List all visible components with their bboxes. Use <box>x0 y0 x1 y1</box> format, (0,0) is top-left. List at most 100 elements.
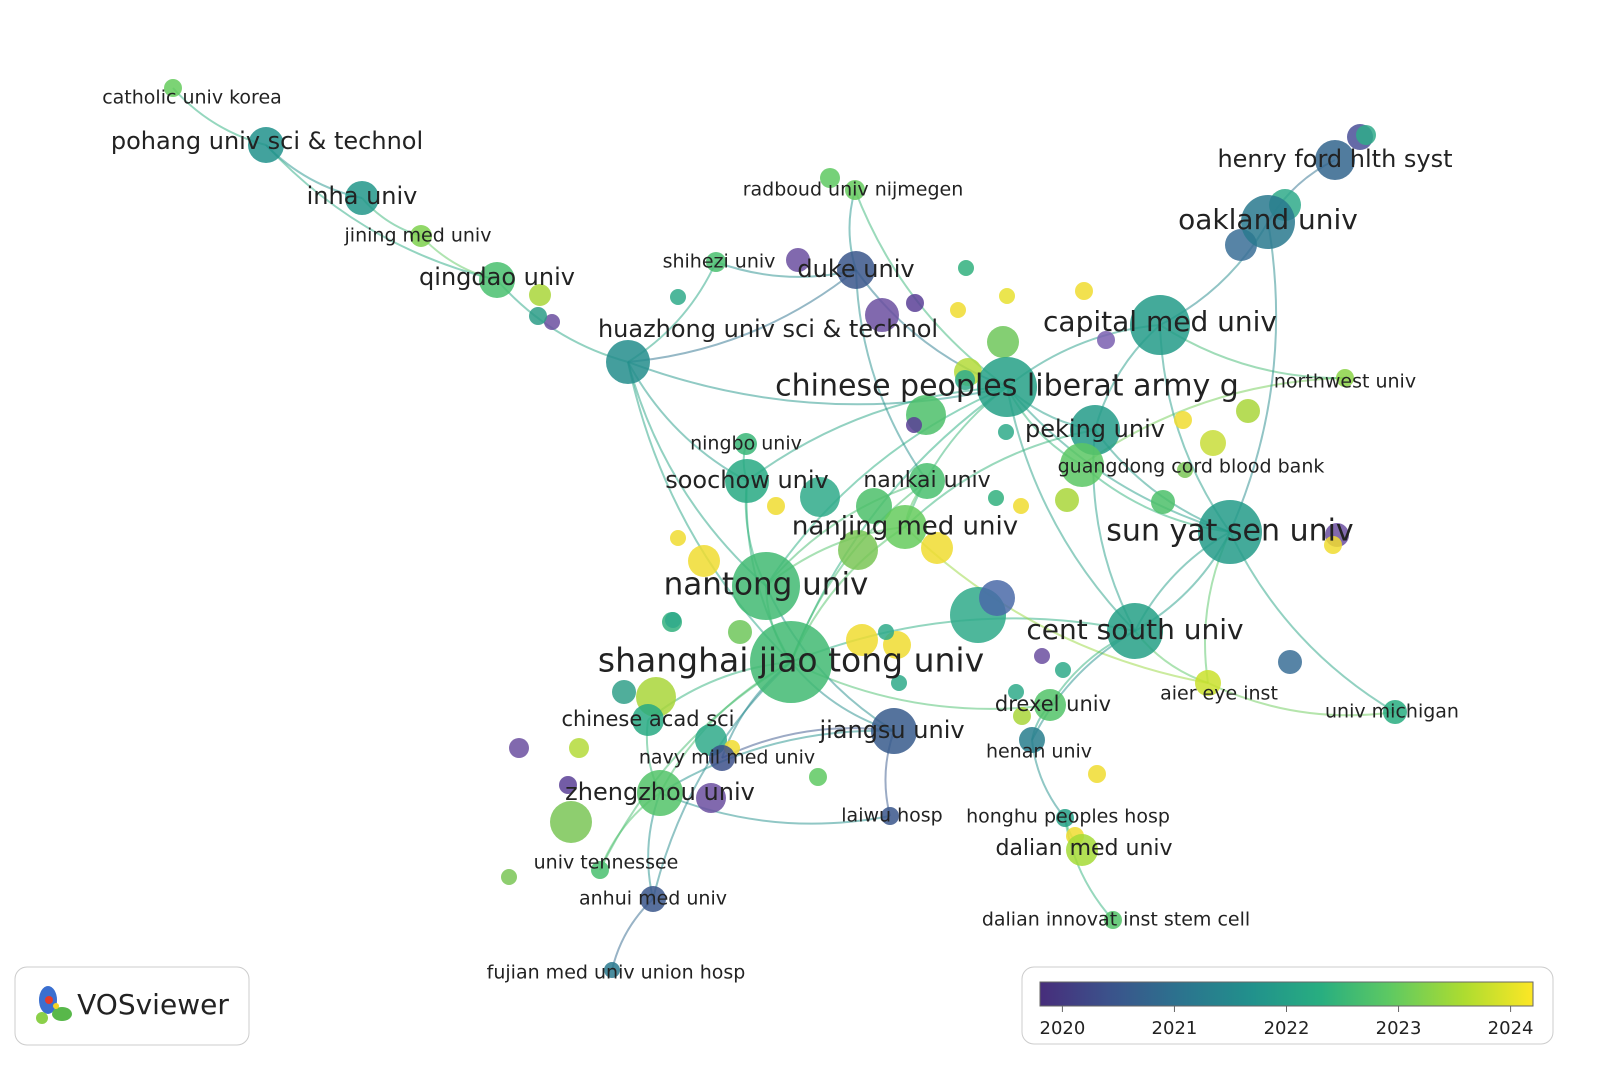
tick-label: 2022 <box>1264 1018 1310 1039</box>
nodes <box>164 79 1407 978</box>
unlabeled-node <box>1075 282 1093 300</box>
unlabeled-node <box>670 289 686 305</box>
node <box>248 127 284 163</box>
logo-text: VOSviewer <box>77 988 229 1021</box>
edge <box>904 429 1096 528</box>
node-label: shanghai jiao tong univ <box>598 641 984 680</box>
tick-label: 2023 <box>1376 1018 1422 1039</box>
node-label: nankai univ <box>863 468 990 493</box>
unlabeled-node <box>838 530 878 570</box>
node-label: catholic univ korea <box>102 87 282 109</box>
unlabeled-node <box>891 675 907 691</box>
node <box>1198 500 1262 564</box>
unlabeled-node <box>688 545 720 577</box>
unlabeled-node <box>529 284 551 306</box>
node <box>977 357 1037 417</box>
edge <box>1064 817 1114 921</box>
edge <box>627 361 748 482</box>
unlabeled-node <box>950 302 966 318</box>
node <box>1034 689 1066 721</box>
unlabeled-node <box>1013 498 1029 514</box>
node <box>591 861 609 879</box>
node <box>640 886 666 912</box>
logo-box <box>14 966 250 1046</box>
edge <box>627 361 792 663</box>
node-label: capital med univ <box>1043 305 1277 338</box>
unlabeled-node <box>1200 430 1226 456</box>
node-label: chinese peoples liberat army g <box>775 369 1239 404</box>
edge <box>1207 682 1396 717</box>
unlabeled-node <box>1278 650 1302 674</box>
node-label: guangdong cord blood bank <box>1058 456 1325 478</box>
node <box>1107 603 1163 659</box>
node <box>479 262 515 298</box>
edge <box>1006 386 1231 533</box>
edge <box>627 269 857 363</box>
unlabeled-node <box>1055 662 1071 678</box>
node <box>637 770 683 816</box>
unlabeled-node <box>1174 411 1192 429</box>
node <box>1070 405 1120 455</box>
node-label: duke univ <box>797 255 914 283</box>
edge <box>855 269 928 482</box>
node-label: chinese acad sci <box>561 707 734 731</box>
unlabeled-node <box>958 260 974 276</box>
unlabeled-node <box>988 490 1004 506</box>
node-label: navy mil med univ <box>639 747 815 769</box>
node-label: ningbo univ <box>690 433 802 455</box>
node-label: sun yat sen univ <box>1106 514 1353 549</box>
node-label: drexel univ <box>995 692 1111 716</box>
unlabeled-node <box>1088 765 1106 783</box>
edge <box>746 386 1008 482</box>
unlabeled-node <box>728 620 752 644</box>
node <box>164 79 182 97</box>
node-label: northwest univ <box>1274 371 1416 393</box>
node <box>706 252 726 272</box>
node-label: univ tennessee <box>534 852 679 874</box>
unlabeled-node <box>955 370 975 390</box>
unlabeled-node <box>878 624 894 640</box>
node <box>732 552 800 620</box>
node-label: nantong univ <box>664 567 869 603</box>
unlabeled-node <box>569 738 589 758</box>
unlabeled-node <box>1013 707 1031 725</box>
unlabeled-node <box>906 294 924 312</box>
node <box>1056 809 1074 827</box>
unlabeled-node <box>1356 125 1376 145</box>
unlabeled-node <box>999 288 1015 304</box>
labels: catholic univ korea pohang univ sci & tec… <box>102 87 1459 984</box>
tick-label: 2020 <box>1040 1018 1086 1039</box>
tick-label: 2021 <box>1152 1018 1198 1039</box>
unlabeled-node <box>509 738 529 758</box>
unlabeled-node <box>1034 648 1050 664</box>
node <box>410 225 432 247</box>
unlabeled-node <box>1008 684 1024 700</box>
edge <box>1229 221 1278 533</box>
edge <box>765 386 1008 587</box>
node <box>1060 443 1104 487</box>
node-label: peking univ <box>1025 415 1165 443</box>
edge <box>627 361 767 587</box>
node-label: cent south univ <box>1026 613 1243 646</box>
node-label: univ michigan <box>1325 701 1459 723</box>
node <box>735 433 757 455</box>
node <box>1104 911 1122 929</box>
unlabeled-node <box>665 612 681 628</box>
node <box>1383 700 1407 724</box>
node-label: laiwu hosp <box>841 805 942 827</box>
node <box>606 340 650 384</box>
edge <box>1006 386 1136 632</box>
unlabeled-node <box>786 248 810 272</box>
unlabeled-node <box>979 580 1015 616</box>
node-label: qingdao univ <box>419 263 575 291</box>
node-label: aier eye inst <box>1160 683 1278 705</box>
node <box>345 181 379 215</box>
color-bar <box>1039 981 1534 1007</box>
unlabeled-node <box>696 783 726 813</box>
unlabeled-node <box>559 776 577 794</box>
unlabeled-node <box>670 530 686 546</box>
edge <box>659 792 891 825</box>
node-label: dalian med univ <box>995 836 1172 861</box>
unlabeled-node <box>544 314 560 330</box>
